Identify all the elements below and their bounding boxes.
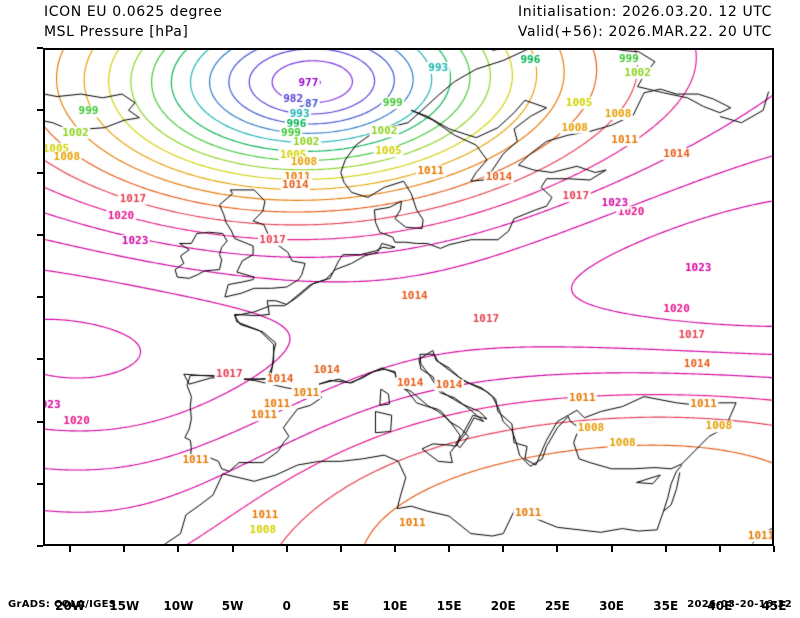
render-timestamp: 2026-03-20-16:32 [687,599,792,610]
x-axis-label-20w: 20W [55,599,86,613]
x-axis-tick [718,546,721,552]
y-axis-tick [37,482,43,485]
y-axis-tick [37,109,43,112]
valid-time: Valid(+56): 2026.MAR.22. 20 UTC [517,24,772,40]
software-credit: GrADS: COLA/IGES [8,599,117,610]
field-title: MSL Pressure [hPa] [44,24,189,40]
y-axis-tick [37,233,43,236]
x-axis-tick [773,546,775,552]
y-axis-tick [37,47,43,49]
x-axis-tick [177,546,180,552]
x-axis-tick [339,546,342,552]
x-axis-label-15w: 15W [109,599,140,613]
x-axis-tick [393,546,396,552]
y-axis-tick [37,545,43,547]
x-axis-tick [556,546,559,552]
pressure-contour-plot: 70N65N60N55N50N45N40N35N30N20W15W10W5W05… [37,47,786,613]
x-axis-label-0: 0 [282,599,291,613]
x-axis-tick [448,546,451,552]
contour-canvas [43,48,774,546]
x-axis-label-5w: 5W [221,599,244,613]
x-axis-label-15e: 15E [436,599,462,613]
x-axis-label-10w: 10W [163,599,194,613]
x-axis-tick [610,546,613,552]
x-axis-label-40e: 40E [707,599,733,613]
model-title: ICON EU 0.0625 degree [44,4,223,20]
x-axis-tick [231,546,234,552]
x-axis-label-35e: 35E [653,599,679,613]
x-axis-tick [123,546,126,552]
x-axis-label-30e: 30E [599,599,624,613]
x-axis-label-10e: 10E [382,599,408,613]
initialisation-time: Initialisation: 2026.03.20. 12 UTC [518,4,772,20]
x-axis-label-5e: 5E [332,599,350,613]
x-axis-tick [664,546,667,552]
y-axis-tick [37,420,43,423]
y-axis-tick [37,296,43,298]
x-axis-label-45e: 45E [761,599,787,613]
x-axis-tick [502,546,505,552]
x-axis-label-25e: 25E [544,599,570,613]
y-axis-tick [37,358,43,361]
x-axis-tick [69,546,72,552]
y-axis-tick [37,171,43,174]
x-axis-label-20e: 20E [490,599,516,613]
x-axis-tick [285,546,288,552]
